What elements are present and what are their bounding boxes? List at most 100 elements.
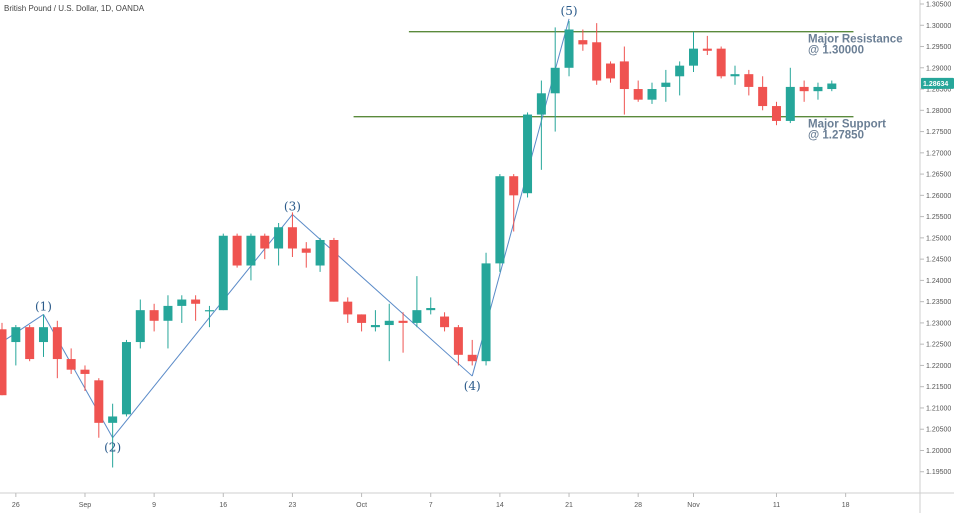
candle-up <box>647 89 657 100</box>
x-tick-label: Nov <box>687 502 700 509</box>
x-tick-label: 18 <box>842 502 850 509</box>
candle-down <box>357 314 367 323</box>
candle-up <box>495 176 505 264</box>
y-tick-label: 1.28000 <box>926 108 951 115</box>
x-tick-label: 26 <box>12 502 20 509</box>
wave-segment <box>1 313 44 343</box>
wave-lines <box>1 18 570 439</box>
candle-down <box>619 61 629 90</box>
candle-up <box>661 82 671 87</box>
y-tick-label: 1.20000 <box>926 448 951 455</box>
wave-label: (1) <box>35 299 52 313</box>
y-tick-label: 1.29500 <box>926 44 951 51</box>
candle-down <box>467 354 477 362</box>
candle-down <box>578 40 588 45</box>
candle-up <box>11 327 21 343</box>
candle-down <box>606 63 616 79</box>
x-tick-label: 9 <box>152 502 156 509</box>
candle-up <box>370 325 380 328</box>
candle-down <box>52 327 62 360</box>
x-tick-label: 16 <box>219 502 227 509</box>
candle-down <box>232 235 242 266</box>
x-tick-label: 21 <box>565 502 573 509</box>
level-annotations: Major Resistance@ 1.30000 Major Support@ … <box>808 34 903 142</box>
candle-up <box>121 342 131 415</box>
candle-down <box>329 239 339 302</box>
y-tick-label: 1.22500 <box>926 342 951 349</box>
wave-label: (4) <box>464 379 481 393</box>
candle-up <box>204 310 214 312</box>
x-tick-label: Oct <box>356 502 367 509</box>
x-tick-label: 11 <box>773 502 780 509</box>
y-tick-label: 1.25000 <box>926 235 951 242</box>
candle-up <box>412 310 422 323</box>
time-axis[interactable]: 26 Sep 9 16 23 Oct 7 14 21 28 Nov 11 18 <box>0 492 954 509</box>
resistance-label: Major Resistance <box>808 34 903 46</box>
y-tick-label: 1.21000 <box>926 405 951 412</box>
candle-down <box>287 227 297 249</box>
candle-down <box>398 320 408 323</box>
y-tick-label: 1.26000 <box>926 193 951 200</box>
price-axis[interactable]: 1.19500 1.20000 1.20500 1.21000 1.21500 1.220… <box>919 0 951 513</box>
candle-up <box>481 263 491 362</box>
candle-down <box>191 299 201 304</box>
candle-down <box>716 48 726 77</box>
candle-down <box>301 248 311 253</box>
wave-label: (2) <box>104 441 121 455</box>
candle-up <box>38 327 48 343</box>
candle-down <box>80 369 90 374</box>
candle-up <box>315 239 325 266</box>
candle-up <box>675 65 685 77</box>
y-tick-label: 1.21500 <box>926 384 951 391</box>
candle-down <box>509 176 519 196</box>
price-tag-label: 1.28634 <box>923 81 948 88</box>
y-tick-label: 1.23000 <box>926 320 951 327</box>
candle-down <box>744 74 754 87</box>
candle-up <box>177 299 187 306</box>
candle-down <box>592 42 602 81</box>
candle-down <box>343 301 353 315</box>
y-tick-label: 1.19500 <box>926 469 951 476</box>
y-tick-label: 1.30500 <box>926 2 951 9</box>
y-tick-label: 1.25500 <box>926 214 951 221</box>
y-tick-label: 1.27000 <box>926 150 951 157</box>
support-value-label: @ 1.27850 <box>808 130 864 142</box>
y-tick-label: 1.20500 <box>926 427 951 434</box>
candle-up <box>536 93 546 115</box>
candle-up <box>218 235 228 311</box>
candle-down <box>771 106 781 121</box>
candle-up <box>827 83 837 90</box>
x-tick-label: 23 <box>289 502 297 509</box>
y-tick-label: 1.24500 <box>926 257 951 264</box>
candle-down <box>25 327 35 360</box>
candle-up <box>550 67 560 94</box>
last-price-tag: 1.28634 <box>921 77 954 89</box>
candle-up <box>523 114 533 194</box>
y-tick-label: 1.22000 <box>926 363 951 370</box>
candles <box>0 21 837 468</box>
level-lines <box>353 30 854 118</box>
wave-labels: (1) (2) (3) (4) (5) <box>35 4 578 455</box>
y-tick-label: 1.26500 <box>926 172 951 179</box>
candle-up <box>730 74 740 77</box>
candle-down <box>66 359 76 370</box>
candle-up <box>426 308 436 311</box>
resistance-value-label: @ 1.30000 <box>808 45 864 57</box>
candle-up <box>246 235 256 266</box>
x-tick-label: Sep <box>79 502 92 509</box>
x-tick-label: 28 <box>634 502 642 509</box>
price-tag-bg <box>921 77 954 89</box>
candle-up <box>785 86 795 121</box>
candle-down <box>702 48 712 51</box>
candle-down <box>633 89 643 100</box>
candle-down <box>440 316 450 328</box>
candle-up <box>163 305 173 321</box>
wave-label: (5) <box>561 4 578 18</box>
candle-up <box>564 29 574 68</box>
support-label: Major Support <box>808 119 886 131</box>
candle-down <box>94 380 104 423</box>
candle-up <box>135 310 145 343</box>
candle-up <box>689 48 698 66</box>
